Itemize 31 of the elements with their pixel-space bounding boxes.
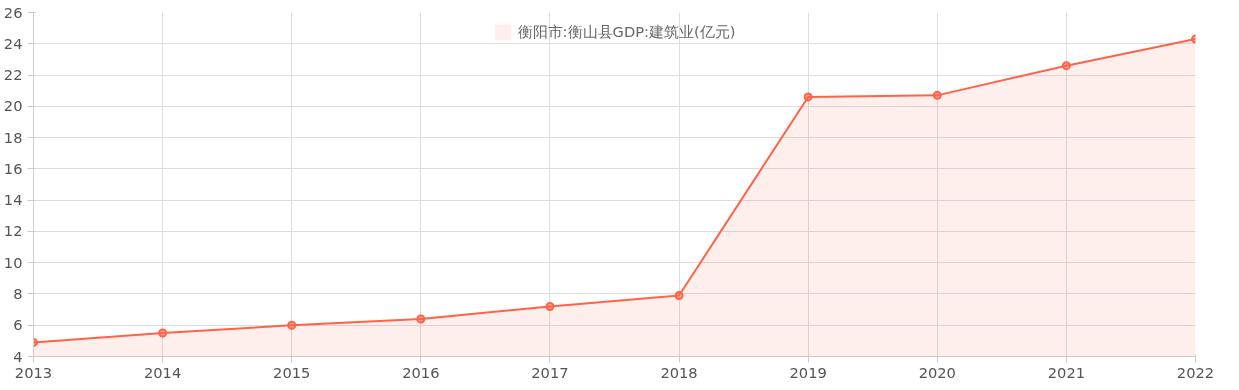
x-tick-label: 2020 <box>918 363 956 381</box>
y-tick-label: 10 <box>3 253 23 271</box>
y-tick-label: 20 <box>3 97 23 115</box>
legend-label: 衡阳市:衡山县GDP:建筑业(亿元) <box>517 22 736 42</box>
y-tick-label: 22 <box>3 66 23 84</box>
x-tick-label: 2014 <box>143 363 182 381</box>
x-tick-label: 2017 <box>531 363 569 381</box>
point <box>1061 61 1071 71</box>
y-tick-label: 18 <box>3 128 23 146</box>
point <box>803 92 813 102</box>
x-tick-label: 2015 <box>273 363 311 381</box>
point <box>416 314 426 324</box>
x-tick-label: 2021 <box>1047 363 1086 381</box>
x-tick-label: 2013 <box>14 363 53 381</box>
point <box>287 320 297 330</box>
y-tick-label: 6 <box>13 316 23 334</box>
point <box>158 328 168 338</box>
point <box>674 291 684 301</box>
x-tick-label: 2018 <box>660 363 698 381</box>
y-tick-label: 24 <box>3 34 23 52</box>
y-tick-label: 8 <box>13 284 23 302</box>
y-tick-label: 26 <box>3 3 23 21</box>
x-tick-label: 2022 <box>1176 363 1215 381</box>
y-tick-label: 4 <box>13 347 23 365</box>
y-tick-label: 12 <box>3 222 23 240</box>
y-tick-label: 14 <box>3 191 23 209</box>
x-tick-label: 2019 <box>789 363 827 381</box>
x-tick-label: 2016 <box>402 363 440 381</box>
point <box>545 301 555 311</box>
point <box>932 90 942 100</box>
y-tick-label: 16 <box>3 159 23 177</box>
